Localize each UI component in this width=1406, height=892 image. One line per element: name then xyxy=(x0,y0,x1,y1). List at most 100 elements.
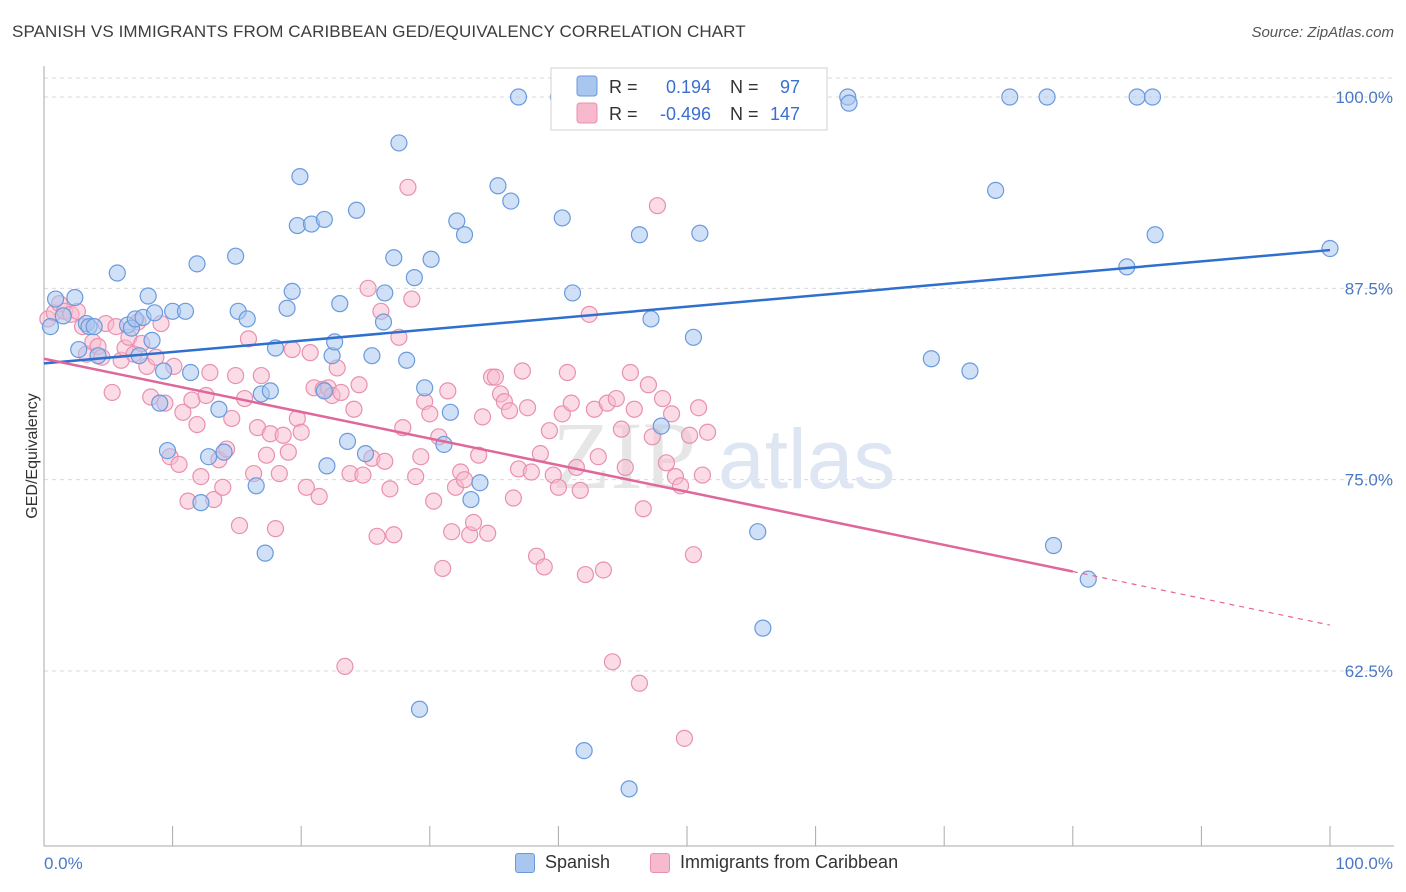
spanish-point-87 xyxy=(922,350,940,368)
spanish-point-31 xyxy=(238,310,256,328)
spanish-point-52 xyxy=(374,313,393,331)
caribbean-point-141 xyxy=(675,729,694,747)
caribbean-point-51 xyxy=(274,426,292,444)
legend-r-value-2: -0.496 xyxy=(660,104,711,124)
spanish-point-25 xyxy=(192,494,210,512)
legend-item-caribbean[interactable]: Immigrants from Caribbean xyxy=(650,852,898,873)
legend-n-value-2: 147 xyxy=(770,104,800,124)
caribbean-point-65 xyxy=(336,657,354,676)
spanish-point-71 xyxy=(553,209,571,227)
caribbean-point-131 xyxy=(630,674,649,692)
spanish-point-34 xyxy=(256,544,274,562)
legend-swatch-caribbean xyxy=(576,102,598,124)
spanish-point-96 xyxy=(1143,88,1162,106)
caribbean-point-46 xyxy=(252,366,270,385)
caribbean-point-115 xyxy=(558,363,577,382)
legend-n-label-1: N = xyxy=(730,77,759,97)
caribbean-point-133 xyxy=(639,376,658,394)
spanish-point-2 xyxy=(54,307,72,325)
caribbean-point-52 xyxy=(279,443,297,461)
spanish-point-64 xyxy=(455,226,474,244)
spanish-point-77 xyxy=(642,310,660,328)
spanish-point-28 xyxy=(215,443,233,461)
spanish-point-23 xyxy=(182,363,200,382)
caribbean-point-75 xyxy=(381,480,399,498)
caribbean-point-34 xyxy=(201,363,219,382)
spanish-point-54 xyxy=(385,249,403,267)
spanish-point-72 xyxy=(563,284,582,302)
spanish-point-43 xyxy=(318,457,336,475)
spanish-point-32 xyxy=(247,477,265,495)
caribbean-trend-extension xyxy=(1072,570,1331,626)
caribbean-trend-line xyxy=(43,357,1074,573)
caribbean-point-144 xyxy=(689,399,708,417)
caribbean-point-64 xyxy=(332,383,350,402)
spanish-point-69 xyxy=(509,88,528,106)
spanish-point-65 xyxy=(462,490,480,509)
spanish-point-9 xyxy=(108,264,126,282)
spanish-point-68 xyxy=(502,192,520,210)
series-spanish-points xyxy=(41,88,1339,798)
spanish-point-3 xyxy=(66,288,84,307)
spanish-point-58 xyxy=(410,700,429,718)
caribbean-point-102 xyxy=(500,402,519,420)
spanish-point-48 xyxy=(338,432,357,450)
spanish-point-78 xyxy=(652,417,670,435)
spanish-point-35 xyxy=(261,382,279,400)
legend-n-label-2: N = xyxy=(730,104,759,124)
caribbean-point-49 xyxy=(266,520,285,538)
spanish-point-8 xyxy=(89,347,107,365)
caribbean-point-80 xyxy=(403,290,421,308)
spanish-point-7 xyxy=(85,318,103,336)
spanish-point-59 xyxy=(416,379,434,397)
caribbean-point-41 xyxy=(230,516,249,535)
caribbean-point-50 xyxy=(270,464,288,483)
caribbean-point-40 xyxy=(227,366,245,385)
spanish-point-29 xyxy=(227,247,245,265)
spanish-point-57 xyxy=(405,269,423,287)
axes xyxy=(43,66,1394,847)
caribbean-point-43 xyxy=(239,330,258,348)
legend-swatch-spanish-bottom xyxy=(515,852,535,873)
spanish-point-80 xyxy=(691,224,709,242)
spanish-point-51 xyxy=(363,347,381,365)
spanish-point-27 xyxy=(210,400,228,418)
spanish-point-44 xyxy=(315,210,333,229)
spanish-point-79 xyxy=(684,328,703,346)
spanish-point-20 xyxy=(158,441,177,460)
x-tick-label-0: 0.0% xyxy=(44,854,83,873)
spanish-point-73 xyxy=(575,741,593,760)
caribbean-point-113 xyxy=(549,478,568,496)
caribbean-point-128 xyxy=(616,458,634,477)
trend-lines xyxy=(43,248,1331,626)
spanish-point-75 xyxy=(620,780,638,798)
caribbean-point-76 xyxy=(385,526,403,544)
spanish-point-50 xyxy=(356,445,375,463)
caribbean-point-82 xyxy=(412,448,430,466)
caribbean-point-110 xyxy=(535,558,553,576)
spanish-point-40 xyxy=(291,167,309,186)
caribbean-point-92 xyxy=(455,471,474,489)
spanish-point-67 xyxy=(489,177,507,195)
caribbean-point-107 xyxy=(522,463,540,481)
spanish-point-24 xyxy=(188,255,206,273)
spanish-point-19 xyxy=(154,362,173,380)
spanish-point-92 xyxy=(1044,536,1063,555)
y-tick-label-0: 62.5% xyxy=(1345,662,1393,681)
caribbean-point-94 xyxy=(464,513,483,532)
spanish-point-62 xyxy=(441,403,459,421)
spanish-point-61 xyxy=(435,435,453,454)
caribbean-point-126 xyxy=(607,389,625,408)
spanish-point-60 xyxy=(422,250,440,268)
caribbean-point-96 xyxy=(473,408,492,426)
caribbean-point-55 xyxy=(292,423,310,441)
spanish-point-15 xyxy=(139,287,157,305)
spanish-point-49 xyxy=(347,201,366,219)
caribbean-point-122 xyxy=(589,448,607,466)
caribbean-point-67 xyxy=(345,400,363,418)
legend-item-spanish[interactable]: Spanish xyxy=(515,852,610,873)
spanish-point-89 xyxy=(987,181,1005,199)
legend-label-caribbean: Immigrants from Caribbean xyxy=(680,852,899,872)
spanish-point-18 xyxy=(151,394,169,412)
